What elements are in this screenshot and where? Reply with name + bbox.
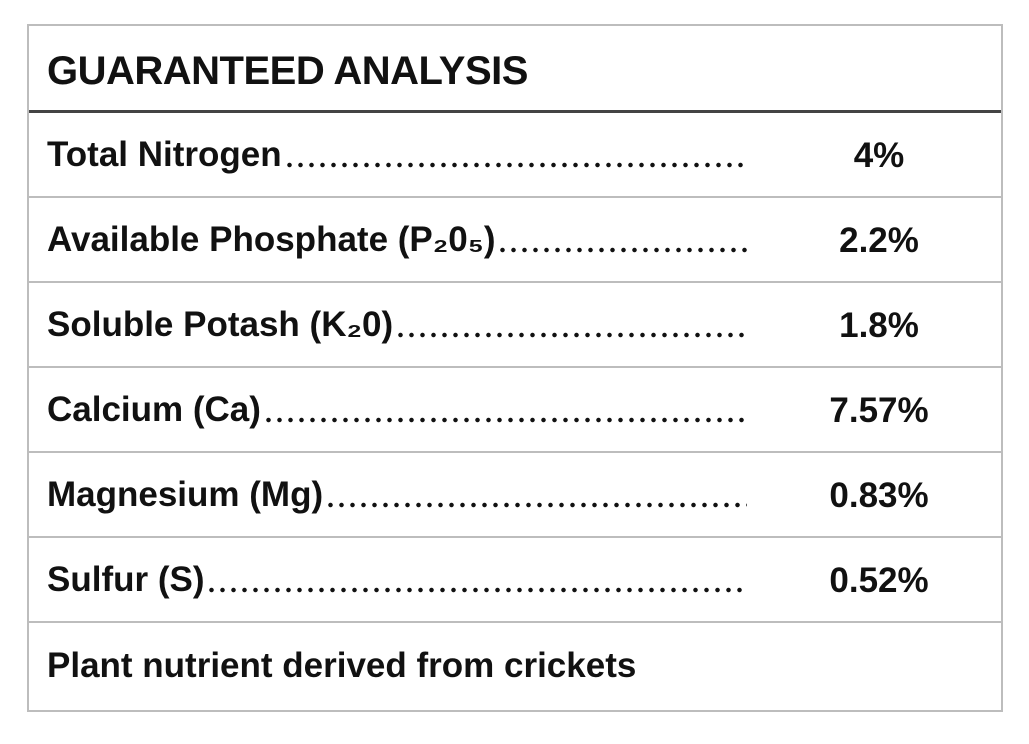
- table-row: Sulfur (S) 0.52%: [29, 538, 1001, 623]
- nutrient-name: Available Phosphate (P₂0₅): [47, 219, 496, 259]
- row-label-cell: Total Nitrogen: [47, 113, 747, 196]
- dot-leader: [283, 140, 747, 169]
- dot-leader: [262, 395, 747, 424]
- nutrient-value: 4%: [853, 136, 905, 175]
- dot-leader: [206, 565, 747, 594]
- table-row: Soluble Potash (K₂0) 1.8%: [29, 283, 1001, 368]
- footer-row: Plant nutrient derived from crickets: [29, 623, 1001, 708]
- dot-leader: [497, 225, 747, 254]
- row-label-cell: Calcium (Ca): [47, 368, 747, 451]
- nutrient-value: 0.83%: [829, 476, 929, 515]
- nutrient-name: Soluble Potash (K₂0): [47, 304, 394, 344]
- table-row: Total Nitrogen 4%: [29, 113, 1001, 198]
- nutrient-value: 0.52%: [829, 561, 929, 600]
- row-label-cell: Soluble Potash (K₂0): [47, 283, 747, 366]
- row-label-cell: Magnesium (Mg): [47, 453, 747, 536]
- nutrient-value: 7.57%: [829, 391, 929, 430]
- row-label-cell: Sulfur (S): [47, 538, 747, 621]
- nutrient-name: Calcium (Ca): [47, 389, 261, 429]
- row-label-cell: Available Phosphate (P₂0₅): [47, 198, 747, 281]
- table-title: GUARANTEED ANALYSIS: [29, 26, 1001, 113]
- nutrient-value: 1.8%: [839, 306, 919, 345]
- footer-note: Plant nutrient derived from crickets: [47, 646, 637, 685]
- table-row: Calcium (Ca) 7.57%: [29, 368, 1001, 453]
- dot-leader: [395, 310, 747, 339]
- nutrient-name: Total Nitrogen: [47, 134, 282, 174]
- nutrient-name: Magnesium (Mg): [47, 474, 324, 514]
- nutrient-name: Sulfur (S): [47, 559, 205, 599]
- table-row: Available Phosphate (P₂0₅) 2.2%: [29, 198, 1001, 283]
- analysis-table: GUARANTEED ANALYSIS Total Nitrogen 4% Avai…: [27, 24, 1003, 712]
- nutrient-value: 2.2%: [839, 221, 919, 260]
- dot-leader: [325, 480, 747, 509]
- table-row: Magnesium (Mg) 0.83%: [29, 453, 1001, 538]
